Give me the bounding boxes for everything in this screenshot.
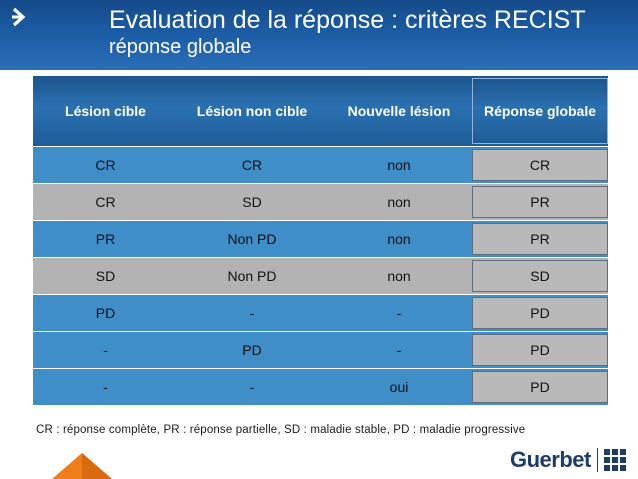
cell-lesion-non-cible: Non PD [227, 231, 277, 247]
cell-nouvelle-lesion: non [387, 194, 411, 210]
column-header-reponse-globale: Réponse globale [472, 78, 608, 144]
brand-separator [596, 448, 598, 472]
table-row: SD Non PD non SD [33, 258, 608, 294]
table-row: - - oui PD [33, 369, 608, 405]
cell-reponse-globale: PD [472, 371, 608, 403]
cell-nouvelle-lesion: non [387, 157, 411, 173]
table-header-row: Lésion cible Lésion non cible Nouvelle l… [33, 76, 608, 146]
cell-nouvelle-lesion: - [396, 305, 402, 321]
cell-nouvelle-lesion: oui [389, 379, 409, 395]
cell-reponse-globale: PR [472, 223, 608, 255]
cell-reponse-globale: SD [472, 260, 608, 292]
cell-lesion-cible: SD [95, 268, 116, 284]
cell-lesion-non-cible: - [249, 379, 255, 395]
cell-lesion-cible: - [103, 379, 108, 395]
cell-reponse-globale: PD [472, 297, 608, 329]
cell-lesion-non-cible: SD [242, 194, 262, 210]
column-header-nouvelle-lesion: Nouvelle lésion [347, 103, 451, 119]
brand-grid-icon [603, 449, 626, 471]
table-row: CR CR non CR [33, 147, 608, 183]
table-row: PR Non PD non PR [33, 221, 608, 257]
cell-lesion-cible: PD [95, 305, 116, 321]
table-row: - PD - PD [33, 332, 608, 368]
cell-lesion-cible: CR [95, 194, 116, 210]
slide-title: Evaluation de la réponse : critères RECI… [109, 6, 586, 34]
header-banner: Evaluation de la réponse : critères RECI… [0, 0, 638, 70]
cell-lesion-non-cible: CR [241, 157, 263, 173]
cell-reponse-globale: PD [472, 334, 608, 366]
orange-triangle-logo [52, 453, 112, 479]
cell-nouvelle-lesion: non [387, 231, 411, 247]
cell-lesion-cible: - [103, 342, 108, 358]
abbreviation-legend: CR : réponse complète, PR : réponse part… [36, 424, 526, 436]
guerbet-logo: Guerbet [510, 447, 626, 473]
arrow-right-icon [12, 7, 26, 27]
cell-lesion-non-cible: - [249, 305, 255, 321]
table-row: CR SD non PR [33, 184, 608, 220]
cell-lesion-non-cible: PD [242, 342, 262, 358]
column-header-lesion-non-cible: Lésion non cible [196, 103, 308, 119]
column-header-lesion-cible: Lésion cible [65, 103, 146, 119]
brand-name: Guerbet [510, 447, 591, 472]
cell-lesion-non-cible: Non PD [227, 268, 277, 284]
cell-lesion-cible: PR [95, 231, 116, 247]
cell-lesion-cible: CR [95, 157, 116, 173]
cell-nouvelle-lesion: - [396, 342, 402, 358]
cell-reponse-globale: PR [472, 186, 608, 218]
recist-table: Lésion cible Lésion non cible Nouvelle l… [33, 76, 608, 406]
slide-subtitle: réponse globale [109, 36, 252, 58]
cell-reponse-globale: CR [472, 149, 608, 181]
cell-nouvelle-lesion: non [387, 268, 411, 284]
table-row: PD - - PD [33, 295, 608, 331]
